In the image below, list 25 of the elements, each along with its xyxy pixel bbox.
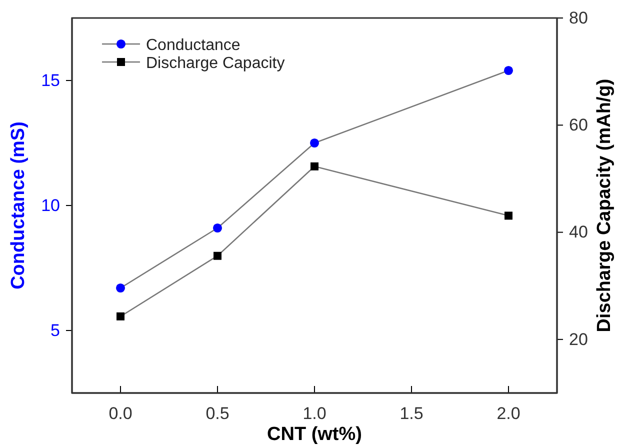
y2-tick-label: 20 — [569, 330, 588, 349]
y2-tick-label: 60 — [569, 116, 588, 135]
x-axis-title: CNT (wt%) — [267, 424, 362, 445]
y2-tick-label: 40 — [569, 222, 588, 242]
x-tick-label: 1.5 — [400, 404, 424, 424]
x-tick-label: 2.0 — [496, 404, 520, 424]
point — [212, 223, 222, 233]
y-tick-label: 10 — [41, 196, 60, 215]
point — [310, 162, 318, 170]
point — [214, 252, 222, 260]
y-axis-title: Conductance (mS) — [8, 122, 29, 290]
legend-label: Discharge Capacity — [146, 55, 285, 72]
y2-tick-label: 80 — [569, 8, 588, 28]
y2-axis-title: Discharge Capacity (mAh/g) — [594, 78, 615, 332]
point — [310, 138, 320, 148]
legend-label: Conductance — [146, 37, 240, 54]
x-tick-label: 0.0 — [108, 404, 132, 424]
point — [504, 66, 514, 76]
point — [116, 283, 126, 293]
x-tick-label: 0.5 — [206, 404, 230, 424]
point — [504, 212, 512, 220]
x-tick-label: 1.0 — [302, 404, 326, 424]
point — [116, 312, 124, 320]
y-tick-label: 15 — [41, 70, 60, 90]
y-tick-label: 5 — [50, 320, 60, 340]
